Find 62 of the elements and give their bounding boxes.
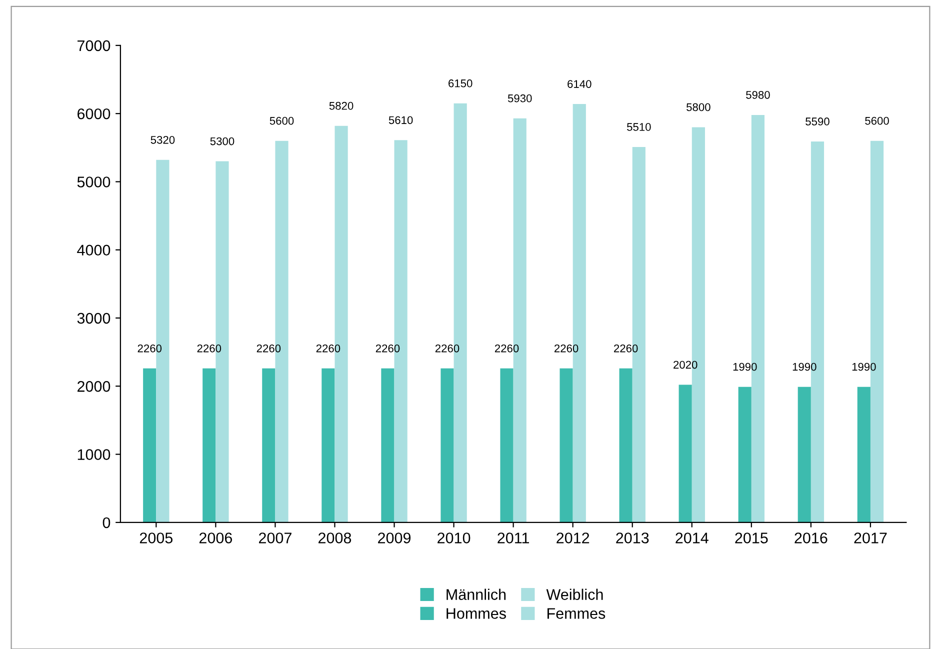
data-label: 2260 — [316, 344, 340, 352]
bar — [560, 368, 573, 522]
bar — [738, 386, 752, 522]
x-tick-label: 2017 — [854, 532, 887, 544]
y-tick-label: 4000 — [77, 244, 110, 256]
y-tick-label: 6000 — [78, 108, 110, 120]
x-tick-label: 2007 — [258, 532, 292, 544]
y-tick-label: 1000 — [78, 449, 110, 460]
x-tick-label: 2010 — [438, 532, 470, 544]
data-label: 5930 — [508, 94, 532, 102]
legend-label: Weiblich Femmes — [546, 588, 606, 619]
data-label: 1990 — [852, 362, 876, 371]
data-label: 2260 — [614, 344, 638, 352]
bar — [143, 368, 156, 522]
data-label: 5320 — [150, 136, 175, 144]
data-label: 6150 — [448, 79, 472, 88]
bar — [381, 368, 394, 522]
y-tick-label: 2000 — [78, 381, 110, 392]
x-tick-label: 2005 — [140, 532, 173, 544]
data-label: 2260 — [376, 344, 400, 352]
x-tick-label: 2008 — [318, 532, 352, 544]
x-tick-label: 2012 — [556, 532, 590, 544]
bar — [798, 386, 811, 522]
bar — [619, 368, 632, 522]
data-label: 5610 — [388, 116, 413, 124]
data-label: 1990 — [733, 362, 757, 371]
x-tick-label: 2016 — [794, 532, 828, 544]
y-tick-label: 5000 — [77, 176, 110, 188]
data-label: 2020 — [674, 360, 698, 369]
data-label: 5300 — [210, 137, 234, 146]
x-tick-label: 2015 — [735, 532, 768, 544]
data-label: 2260 — [197, 344, 222, 352]
x-tick-label: 2006 — [199, 532, 232, 544]
y-tick-label: 3000 — [77, 312, 110, 324]
x-tick-label: 2013 — [616, 532, 649, 544]
data-label: 5590 — [806, 118, 830, 126]
x-tick-label: 2011 — [498, 532, 529, 544]
data-label: 6140 — [568, 80, 592, 88]
bar — [322, 368, 335, 522]
data-label: 2260 — [435, 344, 460, 352]
data-label: 2260 — [494, 344, 519, 352]
data-label: 5800 — [686, 103, 710, 112]
bar — [202, 368, 216, 522]
data-label: 5510 — [627, 123, 651, 131]
data-label: 2260 — [554, 344, 578, 352]
bar — [262, 368, 276, 522]
data-label: 2260 — [138, 344, 162, 352]
x-tick-label: 2009 — [378, 532, 411, 544]
data-label: 5980 — [746, 90, 770, 99]
data-label: 5820 — [329, 102, 354, 110]
y-tick-label: 7000 — [78, 40, 110, 52]
bar — [440, 368, 454, 522]
x-tick-label: 2014 — [676, 532, 708, 544]
data-label: 5600 — [865, 116, 889, 125]
bar — [857, 386, 870, 522]
data-label: 2260 — [256, 344, 281, 352]
legend-label: Männlich Hommes — [446, 588, 506, 619]
bar — [500, 368, 514, 522]
data-label: 1990 — [792, 362, 816, 371]
y-tick-label: 0 — [102, 517, 110, 528]
data-label: 5600 — [270, 116, 294, 125]
bar — [678, 384, 692, 522]
